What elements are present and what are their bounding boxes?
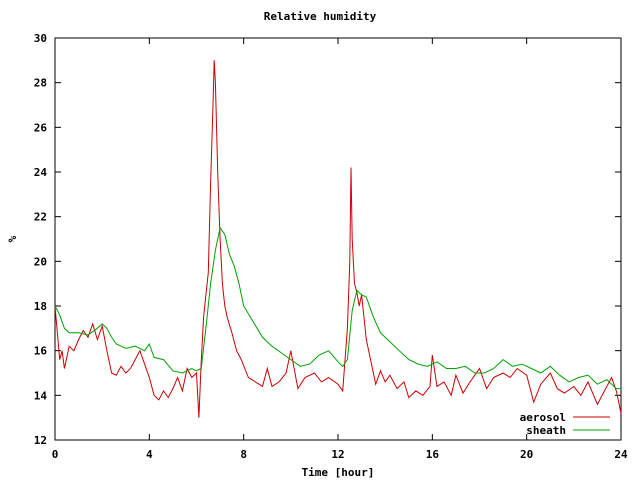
y-tick-label: 18 bbox=[34, 300, 47, 313]
x-tick-label: 8 bbox=[240, 448, 247, 461]
legend-label-aerosol: aerosol bbox=[520, 411, 566, 424]
y-axis-label: % bbox=[6, 235, 19, 242]
y-tick-label: 28 bbox=[34, 77, 47, 90]
y-tick-label: 14 bbox=[34, 389, 48, 402]
chart-title: Relative humidity bbox=[263, 10, 377, 23]
x-tick-label: 16 bbox=[426, 448, 440, 461]
plot-frame bbox=[54, 37, 622, 441]
x-tick-label: 12 bbox=[331, 448, 344, 461]
series-line-aerosol bbox=[54, 60, 622, 418]
y-tick-label: 20 bbox=[34, 255, 47, 268]
x-tick-label: 24 bbox=[614, 448, 628, 461]
x-tick-label: 20 bbox=[520, 448, 533, 461]
y-tick-label: 22 bbox=[34, 211, 47, 224]
y-tick-label: 12 bbox=[34, 434, 47, 447]
x-axis-label: Time [hour] bbox=[302, 466, 375, 479]
x-tick-label: 0 bbox=[52, 448, 59, 461]
y-tick-label: 24 bbox=[34, 166, 48, 179]
legend-label-sheath: sheath bbox=[526, 424, 566, 437]
y-tick-label: 16 bbox=[34, 345, 48, 358]
x-tick-label: 4 bbox=[146, 448, 153, 461]
y-tick-label: 26 bbox=[34, 121, 48, 134]
series-line-sheath bbox=[54, 226, 621, 390]
series-layer bbox=[54, 60, 622, 418]
plot-area: 0 4 8 12 16 20 24 12 14 16 18 20 22 24 26 28 30 bbox=[34, 32, 628, 461]
y-tick-label: 30 bbox=[34, 32, 47, 45]
